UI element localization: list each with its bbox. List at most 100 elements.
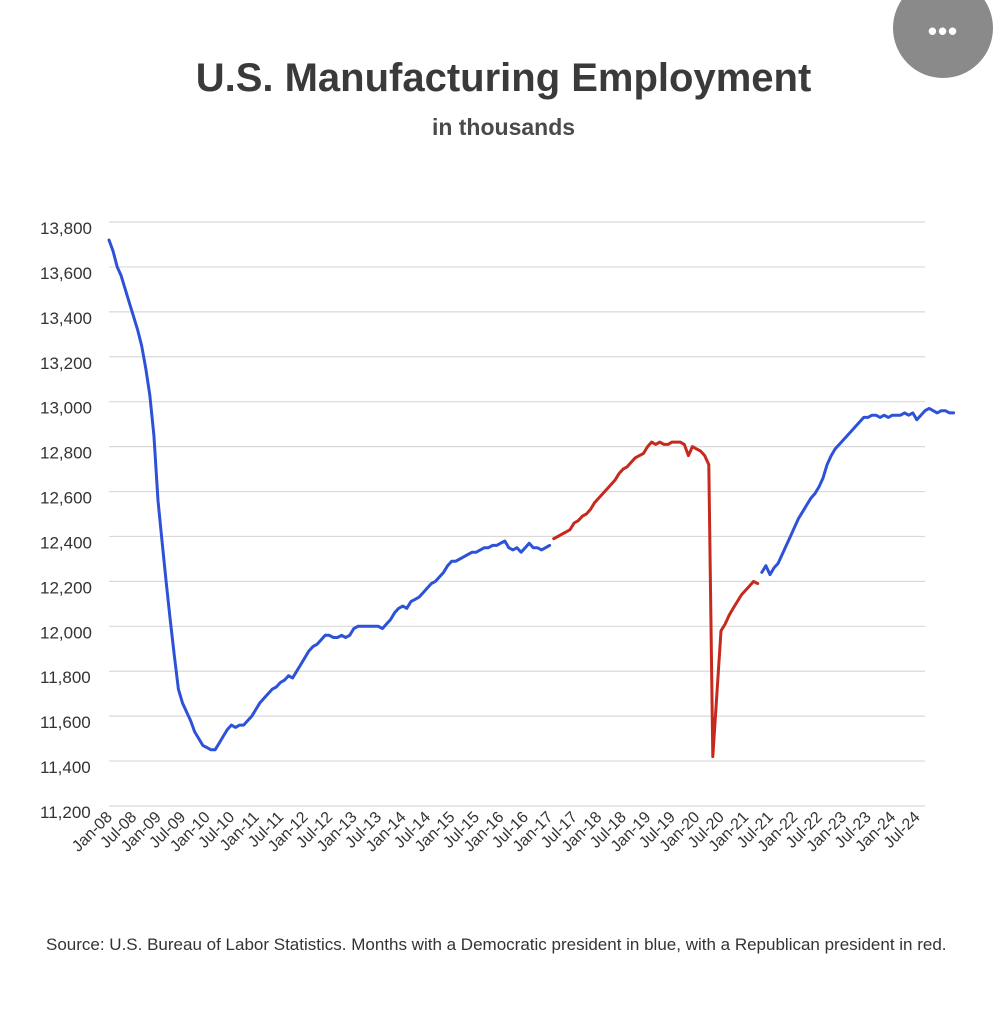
data-point <box>822 477 824 479</box>
data-point <box>287 675 290 677</box>
data-point <box>618 473 620 475</box>
data-point <box>655 443 657 445</box>
data-point <box>459 558 461 560</box>
data-point <box>116 266 118 268</box>
data-point <box>267 693 269 695</box>
data-point <box>932 410 934 412</box>
data-point <box>120 275 122 277</box>
data-point <box>128 302 130 304</box>
more-options-button[interactable]: ••• <box>893 0 993 78</box>
data-point <box>765 565 767 567</box>
x-axis-tick-labels: Jan-08Jul-08Jan-09Jul-09Jan-10Jul-10Jan-… <box>69 809 924 856</box>
data-point <box>651 441 653 443</box>
data-point <box>361 625 363 627</box>
data-point <box>259 702 261 704</box>
chart-subtitle: in thousands <box>431 114 576 140</box>
data-point <box>736 601 738 603</box>
data-point <box>663 443 665 445</box>
line-chart: 11,200 11,400 11,600 11,800 12,000 12,200 12,4… <box>40 219 956 856</box>
y-tick-label: 11,600 <box>40 713 91 732</box>
y-tick-label: 13,200 <box>40 354 92 373</box>
data-point <box>373 625 375 627</box>
data-point <box>577 520 579 522</box>
data-point <box>181 702 183 704</box>
data-point <box>520 551 522 553</box>
data-point <box>487 547 489 549</box>
data-point <box>671 441 673 443</box>
series-line <box>760 406 956 577</box>
gridlines <box>109 221 925 807</box>
series-3 <box>760 406 956 577</box>
data-point <box>557 535 559 538</box>
data-point <box>679 441 681 443</box>
data-point <box>948 412 951 414</box>
data-point <box>797 517 800 520</box>
data-point <box>553 538 555 540</box>
data-point <box>895 414 898 416</box>
data-point <box>549 544 551 547</box>
data-point <box>500 542 502 544</box>
y-tick-label: 12,200 <box>40 578 92 597</box>
data-point <box>190 720 192 722</box>
data-point <box>928 407 930 409</box>
data-point <box>830 455 832 457</box>
data-point <box>491 544 494 547</box>
data-point <box>304 657 306 659</box>
data-point <box>602 493 604 495</box>
data-point <box>426 587 428 589</box>
data-point <box>145 367 147 369</box>
data-point <box>953 412 955 414</box>
chart-title: U.S. Manufacturing Employment <box>195 56 812 100</box>
data-point <box>773 567 775 569</box>
y-tick-label: 12,000 <box>40 623 92 642</box>
data-point <box>708 464 710 466</box>
data-point <box>402 605 404 607</box>
data-point <box>899 414 902 416</box>
data-point <box>720 630 722 632</box>
y-tick-label: 11,800 <box>40 668 91 687</box>
data-point <box>255 708 257 711</box>
data-point <box>826 464 828 466</box>
data-point <box>842 439 845 441</box>
data-point <box>389 619 392 621</box>
data-point <box>712 756 714 758</box>
data-point <box>638 455 641 457</box>
data-point <box>504 540 506 542</box>
data-point <box>165 580 167 583</box>
data-point <box>169 619 171 621</box>
data-point <box>349 634 351 636</box>
data-point <box>153 434 155 436</box>
y-tick-label: 12,800 <box>40 444 92 463</box>
data-point <box>341 634 343 636</box>
data-point <box>210 749 212 751</box>
data-point <box>173 654 175 657</box>
data-point <box>194 731 196 733</box>
data-point <box>545 547 547 549</box>
data-point <box>565 531 567 533</box>
data-point <box>528 542 530 544</box>
data-point <box>112 250 114 252</box>
data-point <box>137 329 139 331</box>
data-point <box>438 576 441 578</box>
data-point <box>279 681 281 684</box>
data-point <box>328 634 330 636</box>
data-point <box>569 529 571 531</box>
data-point <box>667 443 669 445</box>
data-point <box>691 446 694 448</box>
data-point <box>447 565 449 567</box>
y-tick-label: 11,400 <box>40 758 91 777</box>
data-point <box>887 416 889 418</box>
data-point <box>814 493 816 495</box>
data-point <box>157 499 159 502</box>
data-point <box>141 344 143 347</box>
data-point <box>904 412 906 414</box>
data-point <box>749 585 751 587</box>
data-point <box>385 623 387 625</box>
data-point <box>483 547 485 549</box>
data-point <box>789 535 792 538</box>
data-point <box>283 679 285 681</box>
data-point <box>761 571 763 574</box>
data-point <box>451 560 453 562</box>
data-point <box>369 625 371 627</box>
data-point <box>202 744 204 747</box>
